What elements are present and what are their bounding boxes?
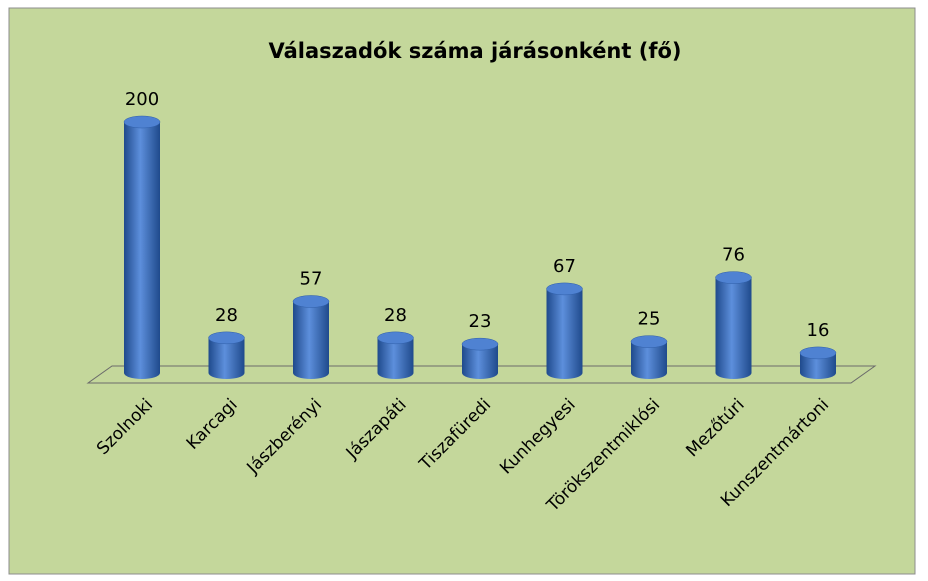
bar: [208, 337, 245, 379]
bar-top: [546, 282, 583, 296]
data-label: 25: [638, 309, 661, 330]
data-label: 57: [300, 268, 323, 289]
bar: [293, 301, 329, 379]
bar: [715, 277, 752, 379]
data-label: 16: [807, 320, 830, 341]
bar-top: [799, 346, 837, 360]
data-label: 28: [384, 305, 407, 326]
data-label: 28: [215, 305, 238, 326]
bar-top: [377, 331, 414, 345]
bar: [631, 341, 667, 379]
bar: [462, 344, 498, 379]
bar: [124, 122, 160, 379]
data-label: 200: [125, 89, 159, 110]
bar: [377, 337, 414, 379]
chart-title: Válaszadók száma járásonként (fő): [268, 39, 681, 63]
data-label: 76: [722, 245, 745, 266]
data-label: 23: [469, 311, 492, 332]
bar-top: [715, 271, 752, 284]
bar-top: [292, 295, 330, 308]
bar-top: [123, 115, 161, 129]
bar: [800, 352, 836, 379]
data-label: 67: [553, 256, 576, 277]
bar-top: [461, 337, 499, 351]
bar-top: [208, 331, 245, 345]
bar-top: [630, 335, 668, 348]
bar: [546, 288, 583, 379]
